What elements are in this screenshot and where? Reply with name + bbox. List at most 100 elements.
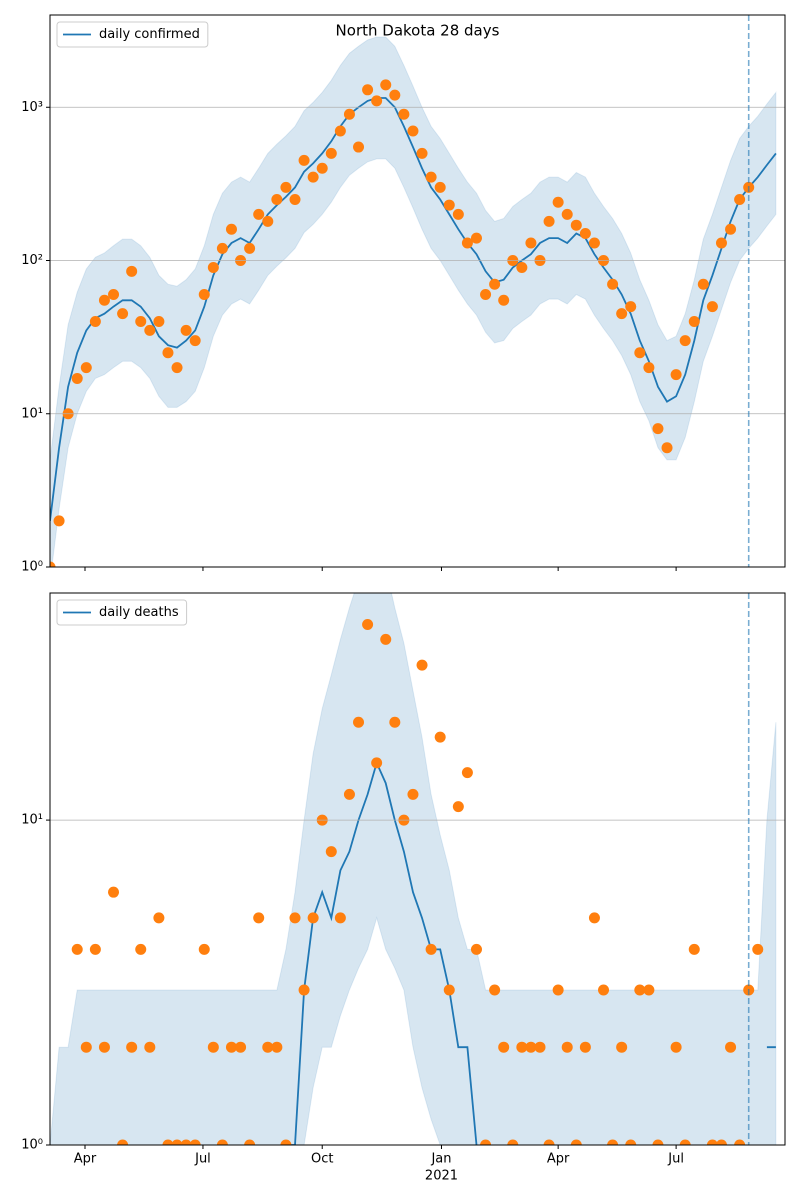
data-point [271, 1041, 283, 1053]
legend-box [56, 21, 209, 48]
data-point [216, 242, 228, 254]
data-point [71, 943, 83, 955]
chart-title: North Dakota 28 days [336, 22, 500, 40]
data-point [570, 219, 582, 231]
data-point [189, 1139, 201, 1145]
confidence-band [50, 593, 777, 1145]
data-point [652, 423, 664, 435]
data-point [207, 262, 219, 274]
data-point [416, 659, 428, 671]
data-point [316, 162, 328, 174]
data-point [607, 278, 619, 290]
data-point [552, 984, 564, 996]
data-point [343, 108, 355, 120]
data-point [452, 208, 464, 220]
axes-frame [49, 592, 786, 1146]
data-point [516, 1041, 528, 1053]
data-point [588, 237, 600, 249]
data-point [153, 315, 165, 327]
data-point [225, 223, 237, 235]
data-point [634, 984, 646, 996]
data-point [389, 89, 401, 101]
data-point [207, 1041, 219, 1053]
data-point [244, 1139, 256, 1145]
data-point [634, 347, 646, 359]
data-point [407, 788, 419, 800]
data-point [98, 1041, 110, 1053]
data-point [670, 369, 682, 381]
data-point [625, 301, 637, 313]
data-point [398, 108, 410, 120]
data-point [543, 215, 555, 227]
legend-box [56, 599, 188, 626]
data-point [253, 912, 265, 924]
data-point [425, 943, 437, 955]
data-point [670, 1041, 682, 1053]
data-point [489, 278, 501, 290]
data-point [171, 362, 183, 374]
data-point [53, 515, 65, 527]
data-point [89, 943, 101, 955]
data-point [362, 618, 374, 630]
data-point [480, 1139, 492, 1145]
data-point [643, 984, 655, 996]
data-point [198, 289, 210, 301]
y-tick-label: 10⁰ [21, 560, 43, 575]
axes-frame [49, 14, 786, 568]
data-point [652, 1139, 664, 1145]
data-point [353, 141, 365, 153]
data-point [325, 846, 337, 858]
data-point [298, 984, 310, 996]
data-point [298, 154, 310, 166]
plot-area [50, 36, 777, 567]
data-point [362, 84, 374, 96]
data-point [325, 147, 337, 159]
data-point [98, 294, 110, 306]
data-point [280, 181, 292, 193]
legend-label: daily confirmed [99, 27, 200, 42]
data-point [525, 1041, 537, 1053]
data-point [679, 1139, 691, 1145]
y-tick-label: 10¹ [21, 406, 43, 421]
data-point [71, 372, 83, 384]
data-point [253, 208, 265, 220]
data-point [588, 912, 600, 924]
data-point [371, 757, 383, 769]
data-point [507, 1139, 519, 1145]
x-tick-label: Jan [430, 1152, 451, 1167]
data-point [725, 1041, 737, 1053]
data-point [126, 265, 138, 277]
data-point [198, 943, 210, 955]
y-tick-label: 10⁰ [21, 1138, 43, 1153]
data-point [371, 95, 383, 107]
data-point [534, 1041, 546, 1053]
legend-label: daily deaths [99, 605, 179, 620]
data-point [135, 943, 147, 955]
data-point [80, 1041, 92, 1053]
data-point [643, 362, 655, 374]
data-point [135, 315, 147, 327]
x-tick-label: Jul [194, 1152, 211, 1167]
data-point [461, 767, 473, 779]
x-tick-label: Apr [547, 1152, 570, 1167]
data-point [679, 335, 691, 347]
data-point [262, 215, 274, 227]
x-tick-label: Jul [667, 1152, 684, 1167]
series-line [285, 760, 776, 1145]
data-point [543, 1139, 555, 1145]
data-point [706, 301, 718, 313]
data-point [598, 984, 610, 996]
data-point [425, 171, 437, 183]
data-point [570, 1139, 582, 1145]
data-point [162, 347, 174, 359]
data-point [180, 324, 192, 336]
data-point [262, 1041, 274, 1053]
data-point [498, 294, 510, 306]
data-point [225, 1041, 237, 1053]
data-point [189, 335, 201, 347]
data-point [144, 1041, 156, 1053]
data-point [307, 171, 319, 183]
data-point [353, 716, 365, 728]
data-point [89, 315, 101, 327]
